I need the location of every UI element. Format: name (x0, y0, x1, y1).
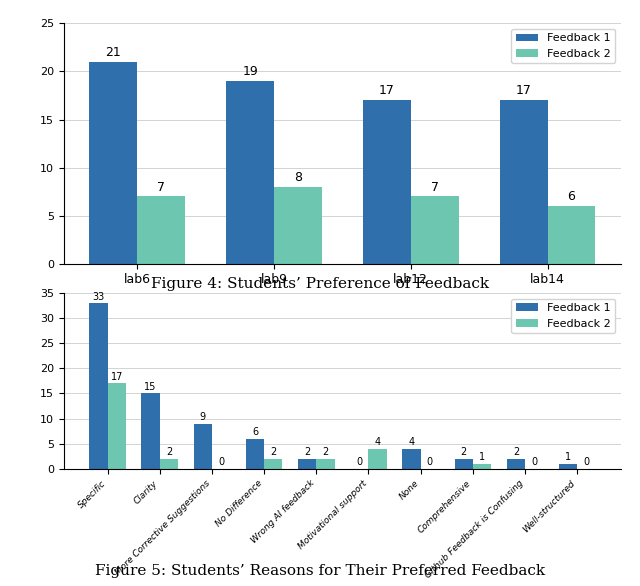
Bar (548, 206, 595, 264)
Bar (160, 459, 178, 469)
Text: 4: 4 (408, 437, 415, 447)
Text: 0: 0 (531, 457, 537, 467)
Text: 2: 2 (166, 447, 172, 457)
Text: Figure 4: Students’ Preference of Feedback: Figure 4: Students’ Preference of Feedba… (151, 277, 489, 291)
Text: 2: 2 (513, 447, 519, 457)
Text: 0: 0 (583, 457, 589, 467)
Bar (108, 383, 126, 469)
Bar (411, 196, 459, 264)
Bar (559, 464, 577, 469)
Legend: Feedback 1, Feedback 2: Feedback 1, Feedback 2 (511, 298, 615, 333)
Text: 6: 6 (568, 190, 575, 203)
Text: 0: 0 (356, 457, 362, 467)
Bar (226, 81, 274, 264)
Text: 0: 0 (218, 457, 224, 467)
Text: 17: 17 (111, 372, 123, 382)
Bar (454, 459, 473, 469)
Bar (369, 449, 387, 469)
Text: 15: 15 (145, 382, 157, 392)
Text: 1: 1 (479, 452, 485, 462)
Text: 17: 17 (516, 84, 532, 97)
Bar (90, 62, 137, 264)
Text: 7: 7 (157, 180, 165, 193)
Bar (473, 464, 491, 469)
Bar (194, 424, 212, 469)
Text: 19: 19 (242, 65, 258, 78)
Text: 2: 2 (270, 447, 276, 457)
Text: 2: 2 (323, 447, 328, 457)
Bar (403, 449, 420, 469)
Text: 6: 6 (252, 427, 258, 437)
Bar (500, 100, 548, 264)
Legend: Feedback 1, Feedback 2: Feedback 1, Feedback 2 (511, 29, 615, 63)
Text: 7: 7 (431, 180, 439, 193)
Bar (137, 196, 185, 264)
Text: 0: 0 (427, 457, 433, 467)
Bar (141, 393, 160, 469)
Text: 21: 21 (106, 46, 121, 59)
Bar (507, 459, 525, 469)
Bar (264, 459, 282, 469)
Text: 33: 33 (92, 292, 104, 302)
Bar (246, 439, 264, 469)
Text: 9: 9 (200, 412, 206, 422)
Text: 8: 8 (294, 171, 302, 184)
Text: 2: 2 (461, 447, 467, 457)
Bar (274, 187, 322, 264)
Bar (298, 459, 316, 469)
Bar (363, 100, 411, 264)
Text: 1: 1 (565, 452, 571, 462)
Bar (90, 303, 108, 469)
Bar (316, 459, 335, 469)
Text: 4: 4 (374, 437, 381, 447)
Text: Figure 5: Students’ Reasons for Their Preferred Feedback: Figure 5: Students’ Reasons for Their Pr… (95, 564, 545, 578)
Text: 17: 17 (379, 84, 395, 97)
Text: 2: 2 (304, 447, 310, 457)
